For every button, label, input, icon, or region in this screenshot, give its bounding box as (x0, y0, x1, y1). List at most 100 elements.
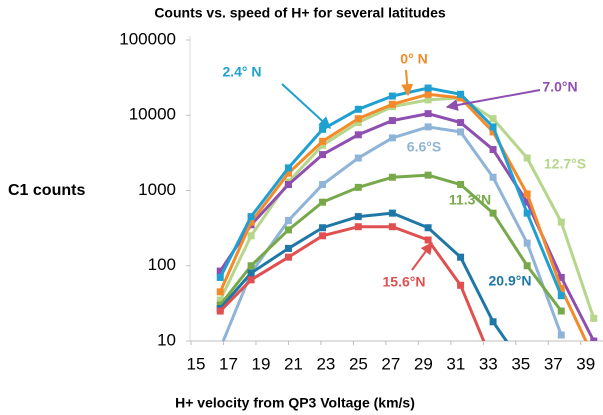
point (557, 218, 565, 226)
point (247, 218, 255, 226)
series-label: 20.9°N (489, 273, 532, 289)
annotation-arrow (401, 69, 414, 97)
point (354, 105, 362, 113)
point (424, 236, 432, 244)
point (247, 269, 255, 277)
y-axis-label: C1 counts (8, 182, 85, 199)
point (388, 173, 396, 181)
point (319, 181, 327, 189)
point (457, 128, 465, 136)
series-line (219, 211, 509, 341)
point (424, 96, 432, 104)
point (424, 123, 432, 131)
point (489, 146, 497, 154)
point (457, 94, 465, 102)
x-tick-label: 37 (544, 354, 563, 373)
point (489, 209, 497, 217)
point (388, 223, 396, 231)
point (354, 119, 362, 127)
point (354, 131, 362, 139)
point (284, 169, 292, 177)
annotation-arrow (445, 89, 541, 111)
point (457, 253, 465, 261)
x-tick-label: 19 (251, 354, 270, 373)
point (216, 296, 224, 304)
x-axis-label: H+ velocity from QP3 Voltage (km/s) (175, 395, 415, 411)
point (457, 119, 465, 127)
point (247, 232, 255, 240)
point (523, 262, 531, 270)
series-label: 0° N (400, 51, 427, 67)
point (319, 232, 327, 240)
point (216, 288, 224, 296)
point (319, 137, 327, 145)
point (247, 276, 255, 284)
point (388, 117, 396, 125)
point (457, 181, 465, 189)
point (424, 84, 432, 92)
x-tick-label: 21 (284, 354, 303, 373)
point (354, 223, 362, 231)
y-tick-label: 10 (157, 330, 176, 349)
point (284, 164, 292, 172)
point (217, 345, 224, 352)
point (354, 115, 362, 123)
point (284, 244, 292, 252)
point (557, 284, 565, 292)
x-tick-label: 33 (479, 354, 498, 373)
point (457, 90, 465, 98)
point (557, 292, 565, 300)
point (284, 216, 292, 224)
point (216, 273, 224, 281)
point (523, 198, 531, 206)
y-tick-label: 100 (148, 255, 176, 274)
point (319, 125, 327, 133)
annotation-arrow (281, 83, 331, 129)
point (216, 267, 224, 275)
x-tick-label: 39 (576, 354, 595, 373)
point (319, 141, 327, 149)
series-label: 11.3°N (449, 192, 491, 208)
x-tick-label: 29 (414, 354, 433, 373)
series-label: 2.4° N (222, 64, 261, 80)
annotation-arrow (411, 242, 433, 271)
x-tick-label: 17 (219, 354, 238, 373)
point (424, 224, 432, 232)
point (424, 171, 432, 179)
point (523, 190, 531, 198)
point (319, 151, 327, 159)
point (354, 154, 362, 162)
point (354, 213, 362, 221)
x-tick-label: 31 (446, 354, 465, 373)
y-tick-label: 10000 (129, 105, 176, 124)
point (590, 337, 598, 341)
plot-area (216, 84, 598, 352)
series-label: 7.0°N (542, 79, 577, 95)
x-tick-label: 25 (349, 354, 368, 373)
point (489, 123, 497, 131)
point (247, 262, 255, 270)
series-line (219, 225, 486, 341)
chart-title: Counts vs. speed of H+ for several latit… (154, 5, 446, 21)
y-tick-label: 100000 (119, 29, 176, 48)
point (557, 307, 565, 315)
point (557, 273, 565, 281)
point (557, 331, 565, 339)
x-tick-label: 27 (381, 354, 400, 373)
point (247, 213, 255, 221)
point (489, 115, 497, 123)
x-tick-label: 23 (316, 354, 335, 373)
series-label: 15.6°N (383, 274, 426, 290)
point (319, 198, 327, 206)
point (523, 239, 531, 247)
x-tick-label: 35 (511, 354, 530, 373)
point (388, 100, 396, 108)
point (590, 314, 598, 322)
point (523, 154, 531, 162)
point (284, 253, 292, 261)
point (457, 281, 465, 289)
series-line (218, 92, 588, 341)
series-label: 6.6°S (407, 139, 441, 155)
point (388, 209, 396, 217)
